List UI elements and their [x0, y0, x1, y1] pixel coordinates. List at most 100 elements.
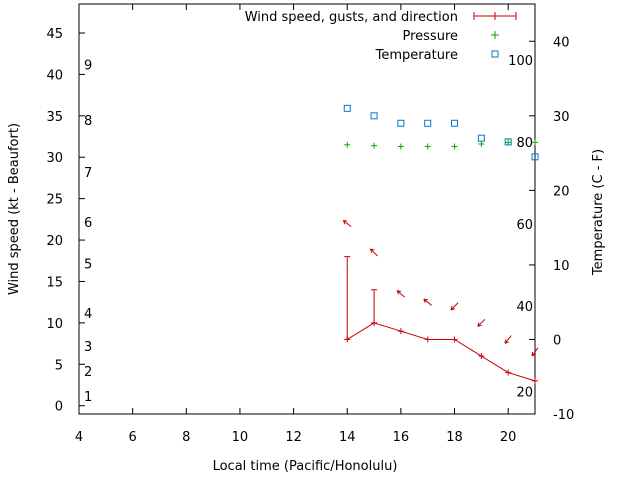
- y2-axis-label: Temperature (C - F): [591, 149, 606, 276]
- wind-direction-arrows: [342, 219, 539, 357]
- arrow-head: [531, 353, 536, 357]
- temperature-point: [370, 112, 378, 120]
- y2-tick-label: 40: [553, 35, 570, 50]
- x-axis-label: Local time (Pacific/Honolulu): [213, 459, 398, 474]
- pressure-point: [532, 139, 538, 146]
- x-tick-label: 14: [339, 430, 356, 445]
- x-tick-label: 4: [75, 430, 83, 445]
- arrow-shaft: [343, 219, 352, 228]
- y-tick-label: 25: [46, 193, 63, 208]
- y-tick-label: 5: [55, 358, 63, 373]
- y-tick-label: 10: [46, 317, 63, 332]
- arrow-head: [477, 322, 480, 327]
- wind-speed-point: [397, 328, 404, 335]
- fahrenheit-label: 60: [516, 218, 533, 233]
- arrow-head: [477, 324, 482, 327]
- pressure-point: [478, 140, 485, 147]
- wind-direction-arrow: [477, 318, 486, 327]
- arrow-head: [342, 220, 346, 225]
- y-tick-label: 40: [46, 68, 63, 83]
- wind-direction-arrow: [396, 290, 405, 298]
- beaufort-label: 8: [84, 114, 92, 129]
- x-axis-ticks: 4 6 8 10 12 14 16 18 20: [75, 4, 517, 445]
- y-axis-label: Wind speed (kt - Beaufort): [7, 123, 22, 295]
- arrow-head: [423, 298, 428, 301]
- arrow-shaft: [450, 302, 459, 311]
- beaufort-label: 9: [84, 58, 92, 73]
- wind-speed-point: [424, 336, 431, 343]
- y-tick-label: 35: [46, 110, 63, 125]
- beaufort-label: 7: [84, 166, 92, 181]
- legend-temperature-square: [491, 50, 499, 58]
- legend: Wind speed, gusts, and direction Pressur…: [245, 10, 517, 63]
- y-tick-label: 0: [55, 400, 63, 415]
- wind-series: [344, 256, 538, 384]
- pressure-point: [424, 143, 431, 150]
- x-tick-label: 6: [129, 430, 137, 445]
- wind-direction-arrow: [450, 302, 459, 311]
- arrow-shaft: [504, 335, 512, 344]
- temperature-point: [451, 119, 459, 127]
- arrow-shaft: [423, 298, 432, 306]
- arrow-shaft: [396, 290, 405, 298]
- fahrenheit-labels: 20 40 60 80 100: [508, 54, 533, 401]
- legend-pressure-label: Pressure: [402, 29, 458, 44]
- arrow-head: [450, 305, 453, 310]
- beaufort-label: 3: [84, 340, 92, 355]
- x-tick-label: 10: [232, 430, 249, 445]
- y-tick-label: 20: [46, 234, 63, 249]
- x-tick-label: 8: [182, 430, 190, 445]
- wind-speed-point: [505, 369, 512, 376]
- arrow-head: [370, 248, 375, 251]
- pressure-point: [397, 143, 404, 150]
- pressure-point: [505, 139, 512, 146]
- y-tick-label: 15: [46, 275, 63, 290]
- beaufort-label: 4: [84, 307, 92, 322]
- arrow-head: [343, 219, 348, 222]
- wind-speed-point: [532, 377, 538, 384]
- legend-pressure-sample: [491, 31, 499, 39]
- fahrenheit-label: 40: [516, 300, 533, 315]
- pressure-point: [371, 142, 378, 149]
- wind-direction-arrow: [423, 298, 432, 306]
- arrow-shaft: [531, 347, 539, 357]
- arrow-head: [397, 290, 402, 292]
- x-tick-label: 12: [285, 430, 302, 445]
- arrow-head: [396, 290, 399, 295]
- legend-wind-sample: [473, 12, 517, 20]
- wind-direction-arrow: [504, 335, 512, 344]
- y2-tick-label: 0: [553, 333, 561, 348]
- beaufort-labels: 1 2 3 4 5 6 7 8 9: [84, 58, 92, 404]
- beaufort-label: 6: [84, 216, 92, 231]
- beaufort-label: 5: [84, 257, 92, 272]
- x-tick-label: 16: [393, 430, 410, 445]
- y2-axis-ticks: -10 0 10 20 30 40: [529, 35, 574, 423]
- temperature-point: [397, 119, 405, 127]
- arrow-shaft: [477, 318, 486, 327]
- pressure-point: [344, 141, 351, 148]
- wind-direction-arrow: [370, 248, 378, 257]
- temperature-point: [531, 153, 539, 161]
- beaufort-label: 1: [84, 390, 92, 405]
- temperature-point: [343, 104, 351, 112]
- x-tick-label: 20: [500, 430, 517, 445]
- x-tick-label: 18: [446, 430, 463, 445]
- wind-speed-line: [346, 322, 536, 382]
- fahrenheit-label: 20: [516, 386, 533, 401]
- y2-tick-label: 20: [553, 184, 570, 199]
- y-tick-label: 45: [46, 27, 63, 42]
- fahrenheit-label: 80: [516, 136, 533, 151]
- fahrenheit-label: 100: [508, 54, 533, 69]
- arrow-head: [504, 341, 509, 344]
- arrow-head: [504, 339, 507, 344]
- arrow-shaft: [370, 248, 378, 257]
- wind-speed-point: [451, 336, 458, 343]
- arrow-head: [450, 308, 455, 311]
- y2-tick-label: 30: [553, 110, 570, 125]
- beaufort-label: 2: [84, 365, 92, 380]
- y2-tick-label: -10: [553, 408, 574, 423]
- pressure-point: [451, 143, 458, 150]
- y-tick-label: 30: [46, 151, 63, 166]
